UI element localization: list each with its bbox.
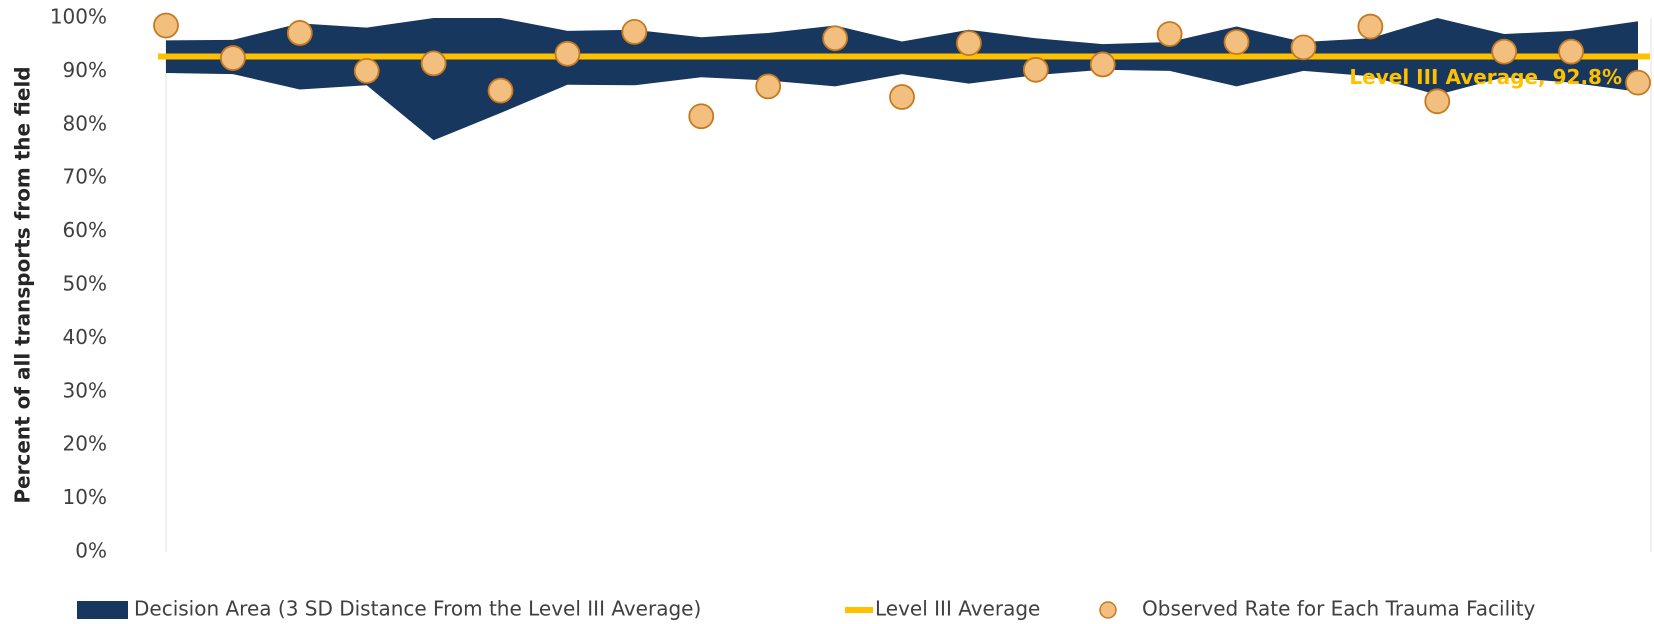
observed-point: [1290, 34, 1317, 61]
observed-point: [353, 57, 380, 84]
y-tick-label: 70%: [63, 165, 107, 189]
observed-point: [153, 12, 179, 39]
observed-point: [1558, 38, 1584, 65]
observed-point: [1022, 56, 1049, 83]
observed-point: [956, 30, 982, 56]
y-tick-label: 20%: [63, 432, 107, 456]
observed-point: [554, 40, 581, 67]
decision-area: [166, 18, 1638, 141]
observed-point: [1089, 51, 1116, 78]
y-tick-label: 0%: [75, 539, 107, 563]
legend-swatch: [77, 601, 128, 619]
observed-point: [889, 84, 915, 110]
observed-point: [286, 20, 313, 46]
y-tick-label: 100%: [50, 5, 107, 29]
observed-point: [1424, 88, 1451, 115]
observed-point: [420, 50, 447, 77]
y-tick-label: 80%: [63, 111, 107, 135]
observed-point: [621, 18, 648, 45]
legend-label: Level III Average: [875, 597, 1040, 621]
observed-point: [1223, 29, 1250, 55]
observed-point: [1357, 13, 1384, 40]
y-axis-title: Percent of all transports from the field: [11, 66, 35, 503]
observed-point: [822, 25, 848, 52]
y-tick-label: 10%: [63, 485, 107, 509]
observed-point: [220, 45, 246, 71]
y-tick-label: 90%: [63, 58, 107, 82]
y-tick-label: 60%: [63, 218, 107, 242]
legend-label: Decision Area (3 SD Distance From the Le…: [134, 597, 701, 621]
observed-point: [1491, 38, 1518, 65]
observed-point: [688, 103, 715, 130]
observed-point: [1625, 69, 1651, 96]
observed-point: [487, 77, 514, 104]
y-tick-label: 50%: [63, 272, 107, 296]
observed-point: [1156, 21, 1183, 47]
legend-swatch: [1099, 601, 1117, 619]
y-tick-label: 30%: [63, 378, 107, 402]
legend-label: Observed Rate for Each Trauma Facility: [1142, 597, 1536, 621]
y-tick-label: 40%: [63, 325, 107, 349]
observed-point: [755, 73, 782, 100]
average-label: Level III Average, 92.8%: [1349, 65, 1622, 89]
